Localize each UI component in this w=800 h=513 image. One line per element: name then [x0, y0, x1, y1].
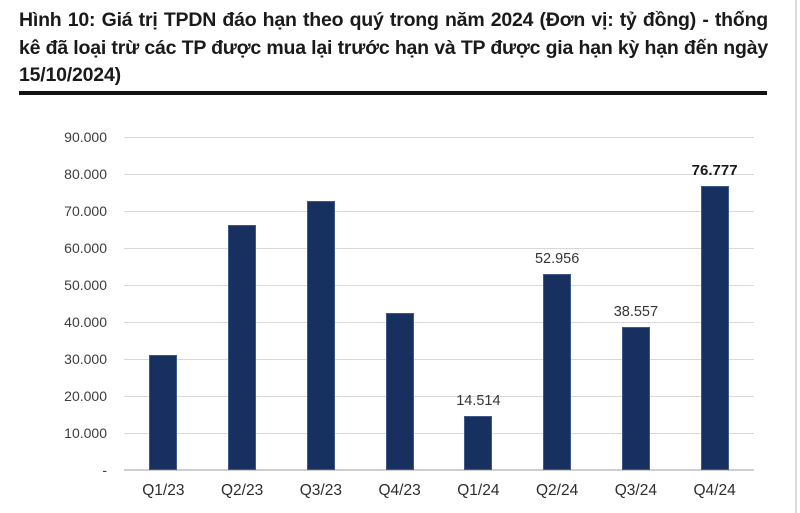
title-rule	[19, 91, 767, 95]
bar-q2-23	[228, 225, 257, 470]
figure-title: Hình 10: Giá trị TPDN đáo hạn theo quý t…	[19, 9, 768, 86]
y-axis-tick-label: 50.000	[64, 277, 107, 293]
data-label-q2-24: 52.956	[534, 251, 580, 268]
gridline	[124, 359, 754, 360]
y-axis-tick-label: 60.000	[64, 240, 107, 256]
gridline	[124, 322, 754, 323]
data-label-q1-24: 14.514	[456, 393, 501, 410]
x-axis-tick-label: Q3/23	[299, 482, 342, 499]
gridline	[124, 174, 754, 175]
gridline	[124, 396, 754, 397]
bar-q3-23	[306, 200, 335, 470]
data-label-q4-24: 76.777	[691, 161, 738, 179]
y-axis-tick-label: -	[102, 462, 107, 478]
bar-q2-24	[543, 274, 572, 470]
y-axis-tick-label: 40.000	[64, 314, 107, 330]
gridline	[124, 137, 754, 138]
bar-q4-23	[385, 313, 414, 470]
page-edge-line	[795, 0, 797, 513]
x-axis-tick-label: Q4/24	[693, 482, 736, 499]
bar-q1-24	[464, 416, 493, 470]
y-axis-tick-label: 80.000	[64, 166, 107, 182]
y-axis-tick-label: 20.000	[64, 388, 107, 404]
x-axis-tick-label: Q2/23	[221, 482, 264, 499]
gridline	[124, 285, 754, 286]
x-axis-line	[124, 469, 754, 471]
bar-q3-24	[621, 327, 650, 470]
bar-q1-23	[149, 354, 178, 470]
y-axis-tick-label: 10.000	[64, 425, 107, 441]
x-axis-tick-label: Q4/23	[378, 482, 421, 499]
gridline	[124, 433, 754, 434]
bar-chart: 90.000 80.000 70.000 60.000 50.000 40.000 30.0…	[0, 100, 800, 513]
gridline	[124, 248, 754, 249]
gridline	[124, 211, 754, 212]
y-axis-tick-label: 30.000	[64, 351, 107, 367]
x-axis-tick-label: Q1/24	[457, 482, 500, 499]
bar-q4-24	[700, 185, 729, 470]
data-label-q3-24: 38.557	[613, 304, 659, 321]
y-axis-tick-label: 70.000	[64, 203, 107, 219]
x-axis-tick-label: Q2/24	[536, 482, 579, 499]
x-axis-tick-label: Q3/24	[614, 482, 657, 499]
x-axis-tick-label: Q1/23	[142, 482, 185, 499]
y-axis-tick-label: 90.000	[64, 129, 107, 145]
